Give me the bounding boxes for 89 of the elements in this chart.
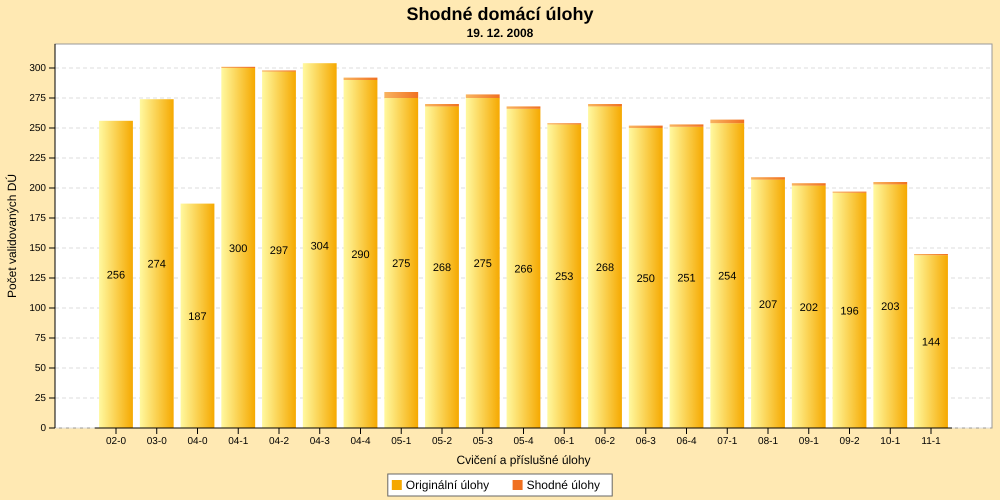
bar <box>384 98 418 428</box>
bar <box>710 123 744 428</box>
bar <box>751 180 785 428</box>
bar <box>914 255 948 428</box>
legend-label: Originální úlohy <box>406 478 490 492</box>
y-tick-label: 50 <box>34 363 46 374</box>
bar <box>425 106 459 428</box>
x-tick-label: 03-0 <box>146 436 168 448</box>
x-tick-label: 11-1 <box>921 436 942 448</box>
x-tick-label: 09-1 <box>798 436 820 448</box>
data-label: 304 <box>310 240 329 253</box>
legend-label: Shodné úlohy <box>526 478 600 492</box>
x-tick-label: 04-1 <box>228 436 249 448</box>
y-tick-label: 100 <box>29 303 46 314</box>
bar <box>262 72 296 428</box>
bar <box>506 106 540 109</box>
data-label: 256 <box>106 269 126 282</box>
y-tick-label: 225 <box>29 153 46 164</box>
x-tick-label: 04-2 <box>268 436 290 448</box>
x-tick-label: 06-3 <box>636 436 656 448</box>
x-tick-label: 05-3 <box>472 436 494 448</box>
x-tick-label: 05-2 <box>432 436 452 448</box>
x-tick-label: 06-1 <box>554 436 575 448</box>
data-label: 275 <box>392 258 410 270</box>
x-tick-label: 06-4 <box>676 436 697 448</box>
y-tick-label: 125 <box>29 273 46 284</box>
data-label: 274 <box>148 258 166 271</box>
data-label: 268 <box>432 262 452 274</box>
data-label: 202 <box>800 302 818 314</box>
x-tick-label: 05-1 <box>391 436 412 448</box>
bar <box>792 186 826 428</box>
bar <box>588 106 622 428</box>
data-label: 253 <box>555 271 574 284</box>
data-label: 196 <box>840 305 859 318</box>
data-label: 266 <box>514 263 533 276</box>
x-tick-label: 04-4 <box>350 436 371 448</box>
bar <box>832 192 866 428</box>
data-label: 300 <box>229 243 248 255</box>
x-tick-label: 07-1 <box>717 436 738 448</box>
bar <box>670 126 704 428</box>
y-tick-label: 175 <box>29 213 46 224</box>
bar <box>466 98 500 428</box>
data-label: 254 <box>718 270 736 283</box>
bar <box>180 204 214 428</box>
y-tick-label: 75 <box>34 333 46 344</box>
data-label: 207 <box>758 298 778 311</box>
chart-title: Shodné domácí úlohy <box>406 4 594 24</box>
chart-subtitle: 19. 12. 2008 <box>466 26 534 40</box>
bar <box>792 183 826 186</box>
x-tick-label: 02-0 <box>106 436 126 448</box>
bar <box>99 120 133 428</box>
bar <box>140 99 174 428</box>
x-tick-label: 10-1 <box>880 436 901 448</box>
y-axis-title: Počet validovaných DÚ <box>5 174 19 298</box>
y-tick-label: 300 <box>29 63 46 74</box>
y-tick-label: 250 <box>29 123 46 134</box>
y-tick-label: 0 <box>40 423 46 434</box>
x-tick-label: 06-2 <box>594 436 616 448</box>
bar <box>751 177 785 180</box>
y-tick-label: 200 <box>29 183 46 194</box>
bar <box>873 184 908 428</box>
data-label: 251 <box>677 272 696 284</box>
bar <box>302 63 337 428</box>
data-label: 268 <box>596 262 614 274</box>
y-tick-label: 275 <box>29 93 46 104</box>
data-label: 187 <box>188 310 207 323</box>
data-label: 297 <box>270 244 288 257</box>
x-tick-label: 04-0 <box>187 436 208 448</box>
bar <box>628 128 663 428</box>
bar <box>506 108 540 428</box>
x-axis-title: Cvičení a příslušné úlohy <box>456 453 591 467</box>
data-label: 203 <box>881 301 900 314</box>
bar <box>466 94 500 98</box>
x-tick-label: 09-2 <box>840 436 860 448</box>
x-tick-label: 08-1 <box>758 436 778 448</box>
x-tick-label: 05-4 <box>513 436 534 448</box>
y-tick-label: 150 <box>29 243 46 254</box>
bar <box>221 68 256 428</box>
bar <box>547 124 582 428</box>
data-label: 144 <box>922 336 940 349</box>
bar <box>384 92 418 98</box>
bar <box>710 120 744 124</box>
bar <box>670 124 704 127</box>
x-tick-label: 04-3 <box>310 436 330 448</box>
y-tick-label: 25 <box>34 393 46 404</box>
data-label: 290 <box>351 249 370 261</box>
data-label: 275 <box>474 258 492 270</box>
bar <box>344 80 378 428</box>
data-label: 250 <box>636 273 655 285</box>
